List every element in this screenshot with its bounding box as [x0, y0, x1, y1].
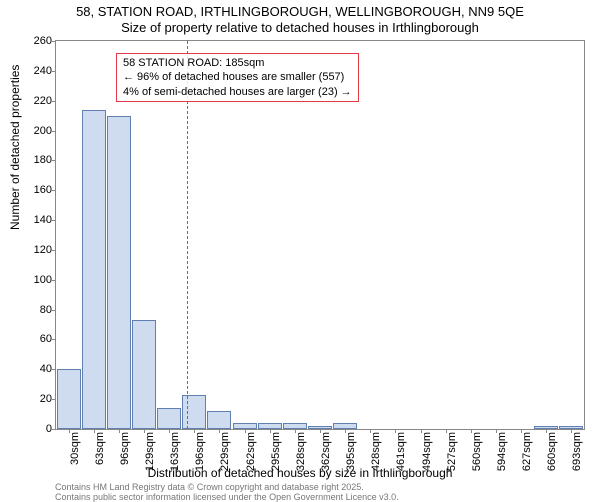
- y-tick-mark: [52, 310, 56, 311]
- x-tick-label: 96sqm: [119, 429, 131, 465]
- y-tick-mark: [52, 220, 56, 221]
- chart-title-sub: Size of property relative to detached ho…: [0, 20, 600, 35]
- y-tick-label: 40: [22, 363, 56, 375]
- x-tick-label: 229sqm: [219, 429, 231, 471]
- histogram-bar: [132, 320, 156, 429]
- x-tick-label: 461sqm: [395, 429, 407, 471]
- x-tick-label: 428sqm: [370, 429, 382, 471]
- y-tick-label: 160: [22, 184, 56, 196]
- x-tick-label: 295sqm: [270, 429, 282, 471]
- x-tick-label: 627sqm: [521, 429, 533, 471]
- x-tick-label: 395sqm: [345, 429, 357, 471]
- chart-container: 58, STATION ROAD, IRTHLINGBOROUGH, WELLI…: [0, 0, 600, 500]
- x-tick-label: 262sqm: [245, 429, 257, 471]
- histogram-bar: [57, 369, 81, 429]
- y-tick-mark: [52, 101, 56, 102]
- x-tick-label: 660sqm: [546, 429, 558, 471]
- histogram-bar: [157, 408, 181, 429]
- x-tick-label: 63sqm: [94, 429, 106, 465]
- y-tick-mark: [52, 190, 56, 191]
- annotation-line: ← 96% of detached houses are smaller (55…: [123, 70, 352, 84]
- x-tick-label: 30sqm: [69, 429, 81, 465]
- y-tick-mark: [52, 280, 56, 281]
- y-tick-label: 240: [22, 65, 56, 77]
- x-tick-label: 494sqm: [421, 429, 433, 471]
- x-tick-label: 328sqm: [295, 429, 307, 471]
- annotation-line: 58 STATION ROAD: 185sqm: [123, 56, 352, 70]
- x-tick-label: 362sqm: [320, 429, 332, 471]
- y-tick-mark: [52, 339, 56, 340]
- x-tick-label: 594sqm: [496, 429, 508, 471]
- y-tick-mark: [52, 369, 56, 370]
- x-tick-label: 527sqm: [446, 429, 458, 471]
- y-tick-label: 80: [22, 304, 56, 316]
- y-tick-label: 140: [22, 214, 56, 226]
- y-tick-mark: [52, 41, 56, 42]
- y-tick-mark: [52, 160, 56, 161]
- y-tick-label: 60: [22, 333, 56, 345]
- y-tick-mark: [52, 429, 56, 430]
- x-tick-label: 196sqm: [194, 429, 206, 471]
- x-tick-label: 163sqm: [169, 429, 181, 471]
- annotation-box: 58 STATION ROAD: 185sqm← 96% of detached…: [116, 53, 359, 102]
- histogram-bar: [82, 110, 106, 429]
- histogram-bar: [207, 411, 231, 429]
- y-tick-mark: [52, 399, 56, 400]
- x-axis-label: Distribution of detached houses by size …: [0, 466, 600, 480]
- y-tick-label: 180: [22, 154, 56, 166]
- y-tick-label: 200: [22, 125, 56, 137]
- x-tick-label: 129sqm: [144, 429, 156, 471]
- license-line-2: Contains public sector information licen…: [55, 492, 399, 502]
- y-tick-label: 220: [22, 95, 56, 107]
- y-tick-mark: [52, 71, 56, 72]
- y-tick-label: 120: [22, 244, 56, 256]
- x-tick-label: 560sqm: [471, 429, 483, 471]
- y-tick-mark: [52, 131, 56, 132]
- chart-title-main: 58, STATION ROAD, IRTHLINGBOROUGH, WELLI…: [0, 4, 600, 19]
- y-tick-label: 20: [22, 393, 56, 405]
- plot-area: 02040608010012014016018020022024026030sq…: [55, 40, 585, 430]
- histogram-bar: [107, 116, 131, 429]
- x-tick-label: 693sqm: [571, 429, 583, 471]
- y-axis-label: Number of detached properties: [8, 65, 22, 230]
- license-line-1: Contains HM Land Registry data © Crown c…: [55, 482, 364, 492]
- y-tick-label: 100: [22, 274, 56, 286]
- y-tick-label: 260: [22, 35, 56, 47]
- y-tick-mark: [52, 250, 56, 251]
- y-tick-label: 0: [22, 423, 56, 435]
- annotation-line: 4% of semi-detached houses are larger (2…: [123, 85, 352, 99]
